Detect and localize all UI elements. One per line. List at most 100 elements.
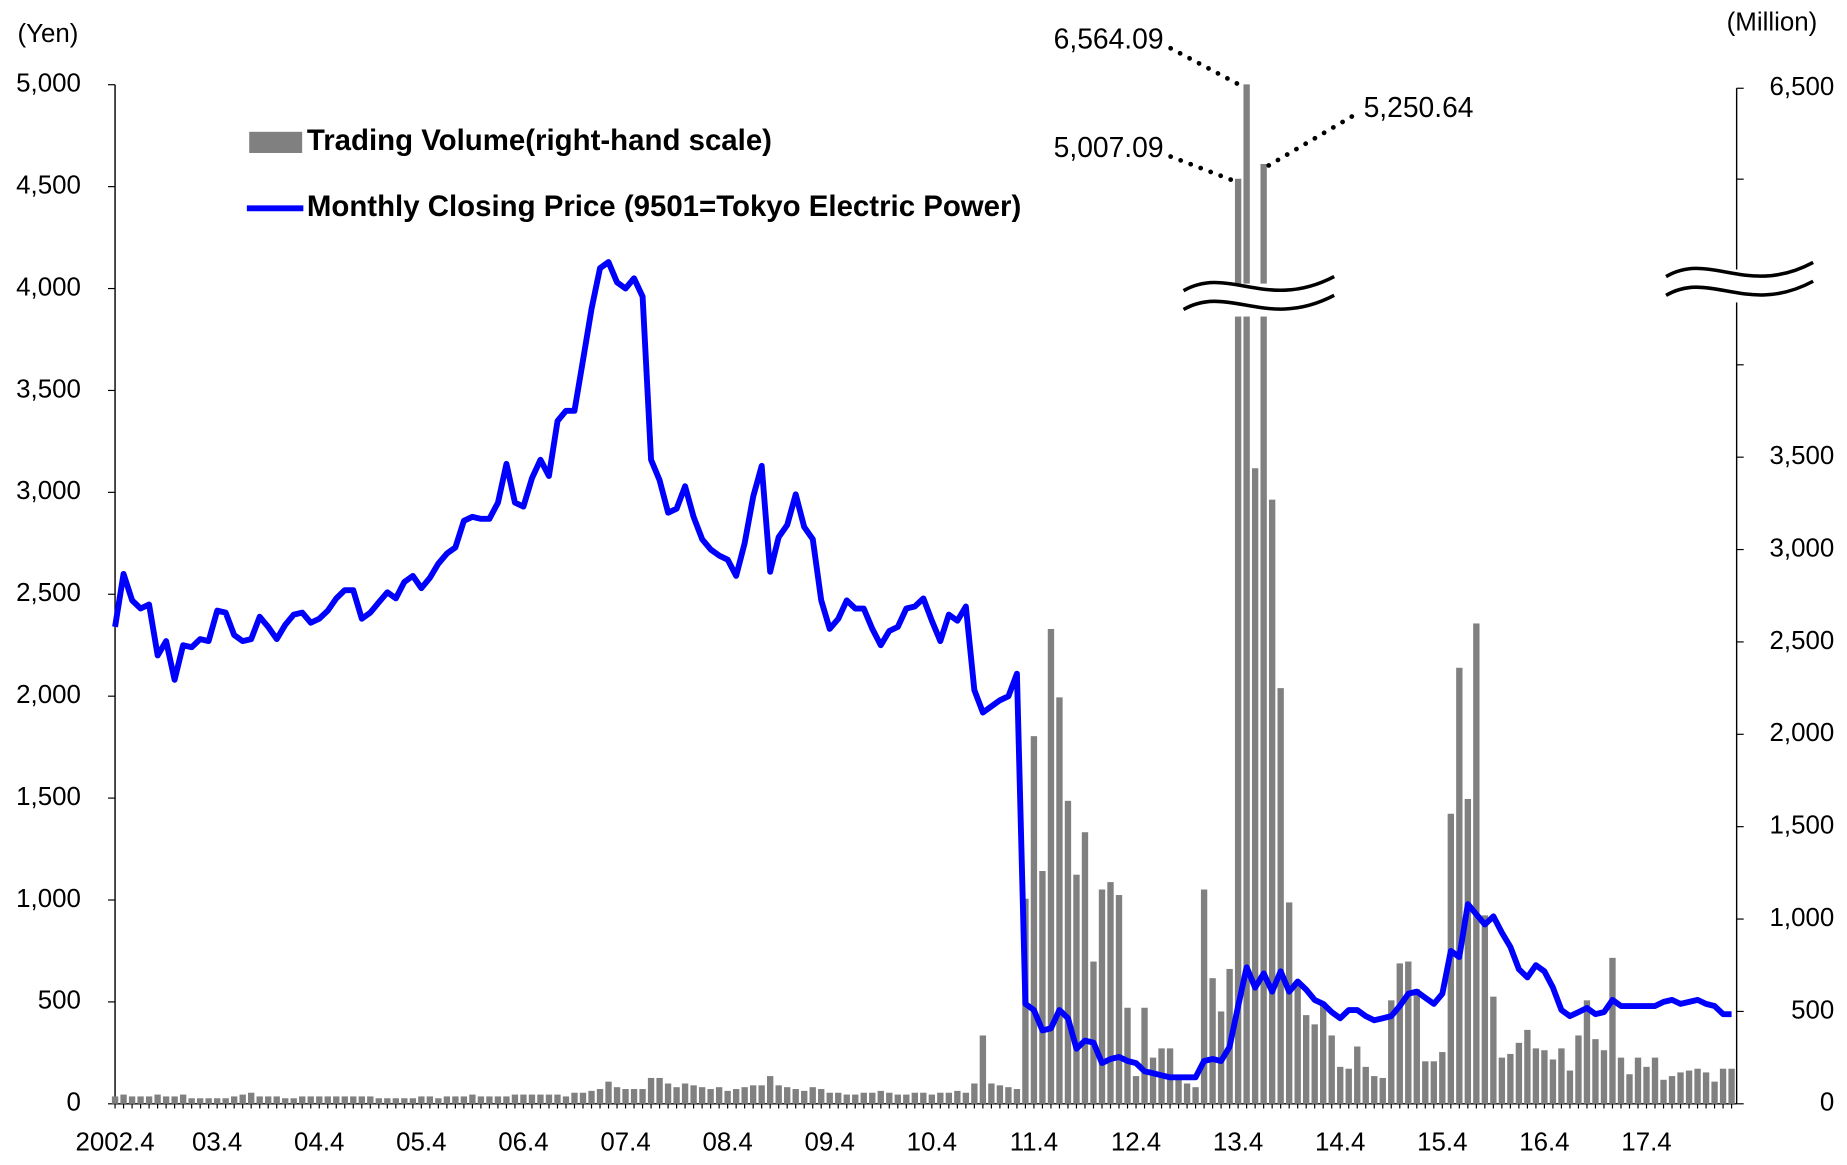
bar — [715, 1087, 723, 1104]
bar — [1039, 871, 1046, 1104]
y-tick-label: 0 — [67, 1089, 81, 1117]
x-tick-label: 2002.4 — [75, 1129, 154, 1157]
y2-tick-label: 0 — [1820, 1089, 1834, 1117]
bar — [877, 1090, 884, 1104]
bar — [988, 1083, 995, 1104]
bar — [1430, 1061, 1437, 1104]
y2-tick-label: 500 — [1791, 996, 1834, 1024]
bar — [886, 1092, 893, 1104]
y-tick-label: 4,500 — [16, 171, 81, 199]
bar — [1702, 1072, 1710, 1104]
bar — [1132, 1076, 1140, 1104]
bar — [741, 1087, 748, 1104]
bar — [350, 1096, 357, 1104]
x-tick-label: 16.4 — [1519, 1129, 1569, 1157]
bar — [1005, 1087, 1012, 1104]
bar — [1251, 468, 1259, 1104]
bar — [120, 1094, 127, 1104]
bar — [333, 1096, 340, 1104]
bar — [1149, 1057, 1157, 1104]
bar — [384, 1098, 391, 1104]
x-tick-label: 04.4 — [294, 1129, 344, 1157]
bar — [920, 1092, 927, 1104]
bar — [962, 1092, 970, 1104]
y2-axis-label: (Million) — [1727, 8, 1818, 36]
bar — [758, 1085, 765, 1104]
bar — [1362, 1066, 1369, 1104]
bar — [1141, 1007, 1148, 1104]
bar — [265, 1096, 272, 1104]
bar — [1660, 1079, 1667, 1104]
y2-tick-label: 2,000 — [1770, 719, 1835, 747]
bar — [1124, 1007, 1131, 1104]
x-tick-label: 06.4 — [498, 1129, 548, 1157]
bar — [273, 1096, 280, 1104]
bar — [749, 1085, 757, 1104]
bar — [869, 1092, 876, 1104]
bar — [1507, 1053, 1514, 1104]
y-tick-label: 1,000 — [16, 885, 81, 913]
bar — [911, 1092, 918, 1104]
bar — [324, 1096, 331, 1104]
y2-tick-label: 6,500 — [1770, 73, 1835, 101]
bar — [843, 1094, 850, 1104]
bar — [1243, 84, 1250, 1104]
break-wave — [1665, 260, 1814, 279]
bar — [367, 1096, 374, 1104]
x-tick-label: 14.4 — [1315, 1129, 1365, 1157]
bar — [358, 1096, 365, 1104]
price-line — [112, 259, 1732, 1081]
bar — [1473, 623, 1480, 1104]
bar — [1456, 667, 1463, 1104]
bar — [316, 1096, 323, 1104]
legend-label: Monthly Closing Price (9501=Tokyo Electr… — [307, 190, 1021, 223]
y-tick-label: 2,500 — [16, 579, 81, 607]
bar — [1115, 895, 1123, 1104]
bar — [775, 1085, 782, 1104]
bar — [860, 1092, 867, 1104]
break-wave — [1182, 274, 1336, 293]
bar — [1490, 996, 1497, 1104]
bar — [171, 1096, 178, 1104]
bar — [1396, 963, 1403, 1104]
bar — [452, 1096, 459, 1104]
bar — [945, 1092, 953, 1104]
bar — [1090, 961, 1097, 1104]
bar — [852, 1094, 859, 1104]
bar — [971, 1083, 978, 1104]
bar — [1583, 1000, 1591, 1104]
bar — [835, 1092, 842, 1104]
bar — [1524, 1029, 1531, 1104]
bar — [894, 1094, 901, 1104]
bar — [605, 1081, 612, 1104]
bar — [401, 1098, 408, 1104]
bar — [1532, 1048, 1540, 1104]
bar — [222, 1098, 229, 1104]
bar — [1439, 1052, 1446, 1104]
bar — [996, 1085, 1004, 1104]
bar — [954, 1090, 961, 1104]
bar — [596, 1089, 604, 1104]
bar — [443, 1096, 451, 1104]
bar — [579, 1092, 587, 1104]
bar — [801, 1090, 808, 1104]
bar — [1073, 874, 1080, 1104]
bar — [290, 1098, 297, 1104]
bar — [698, 1087, 706, 1104]
bar — [1192, 1087, 1199, 1104]
bar — [299, 1096, 306, 1104]
bar — [673, 1087, 680, 1104]
data-label: 6,564.09 — [1054, 23, 1164, 55]
bar — [162, 1096, 170, 1104]
bar — [1277, 688, 1284, 1104]
bar — [707, 1089, 714, 1104]
y2-tick-label: 1,000 — [1770, 904, 1835, 932]
bar — [1464, 798, 1472, 1104]
y-tick-label: 5,000 — [16, 70, 81, 98]
bar — [1422, 1061, 1429, 1104]
y-tick-label: 1,500 — [16, 783, 81, 811]
bar — [1209, 978, 1216, 1104]
bar — [1337, 1066, 1344, 1104]
bar — [1643, 1066, 1650, 1104]
bar — [1260, 163, 1267, 1104]
